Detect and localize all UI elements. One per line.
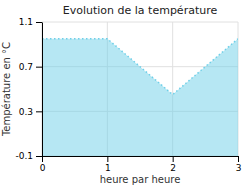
tick-mark	[107, 156, 108, 162]
tick-label: 0.3	[19, 107, 33, 117]
tick: 2	[170, 156, 176, 173]
tick-label: 0	[40, 163, 46, 173]
area	[42, 39, 238, 156]
tick-label: 3	[236, 163, 242, 173]
grid	[42, 22, 238, 156]
marks	[42, 39, 238, 156]
tick-label: 0.7	[19, 62, 33, 72]
tick: 1.1	[19, 17, 42, 27]
tick: 3	[236, 156, 242, 173]
y-axis: -0.1 0.3 0.7 1.1	[15, 17, 42, 161]
axis-line	[43, 156, 239, 157]
x-axis-title: heure par heure	[100, 174, 181, 185]
tick: 1	[105, 156, 111, 173]
tick-mark	[42, 156, 43, 162]
tick-label: 1	[105, 163, 111, 173]
axis-line	[42, 23, 43, 157]
tick-mark	[36, 67, 42, 68]
tick-mark	[173, 156, 174, 162]
grid-line-y	[42, 22, 238, 23]
tick-mark	[36, 156, 42, 157]
tick-mark	[238, 156, 239, 162]
tick-label: 1.1	[19, 17, 33, 27]
tick-label: 2	[170, 163, 176, 173]
line	[42, 39, 238, 95]
tick-mark	[36, 22, 42, 23]
tick: 0	[40, 156, 46, 173]
tick: -0.1	[15, 151, 42, 161]
tick: 0.3	[19, 107, 42, 117]
tick: 0.7	[19, 62, 42, 72]
plot: 0 1 2 3 -0.1 0.3 0.7 1.1	[15, 17, 241, 173]
chart: 0 1 2 3 -0.1 0.3 0.7 1.1 Evolution de la tempéra…	[0, 0, 250, 188]
x-axis: 0 1 2 3	[40, 156, 242, 173]
y-axis-title: Température en °C	[1, 42, 12, 137]
grid-line-x	[42, 22, 43, 156]
title: Evolution de la température	[63, 4, 218, 17]
tick-mark	[36, 111, 42, 112]
tick-label: -0.1	[15, 151, 33, 161]
